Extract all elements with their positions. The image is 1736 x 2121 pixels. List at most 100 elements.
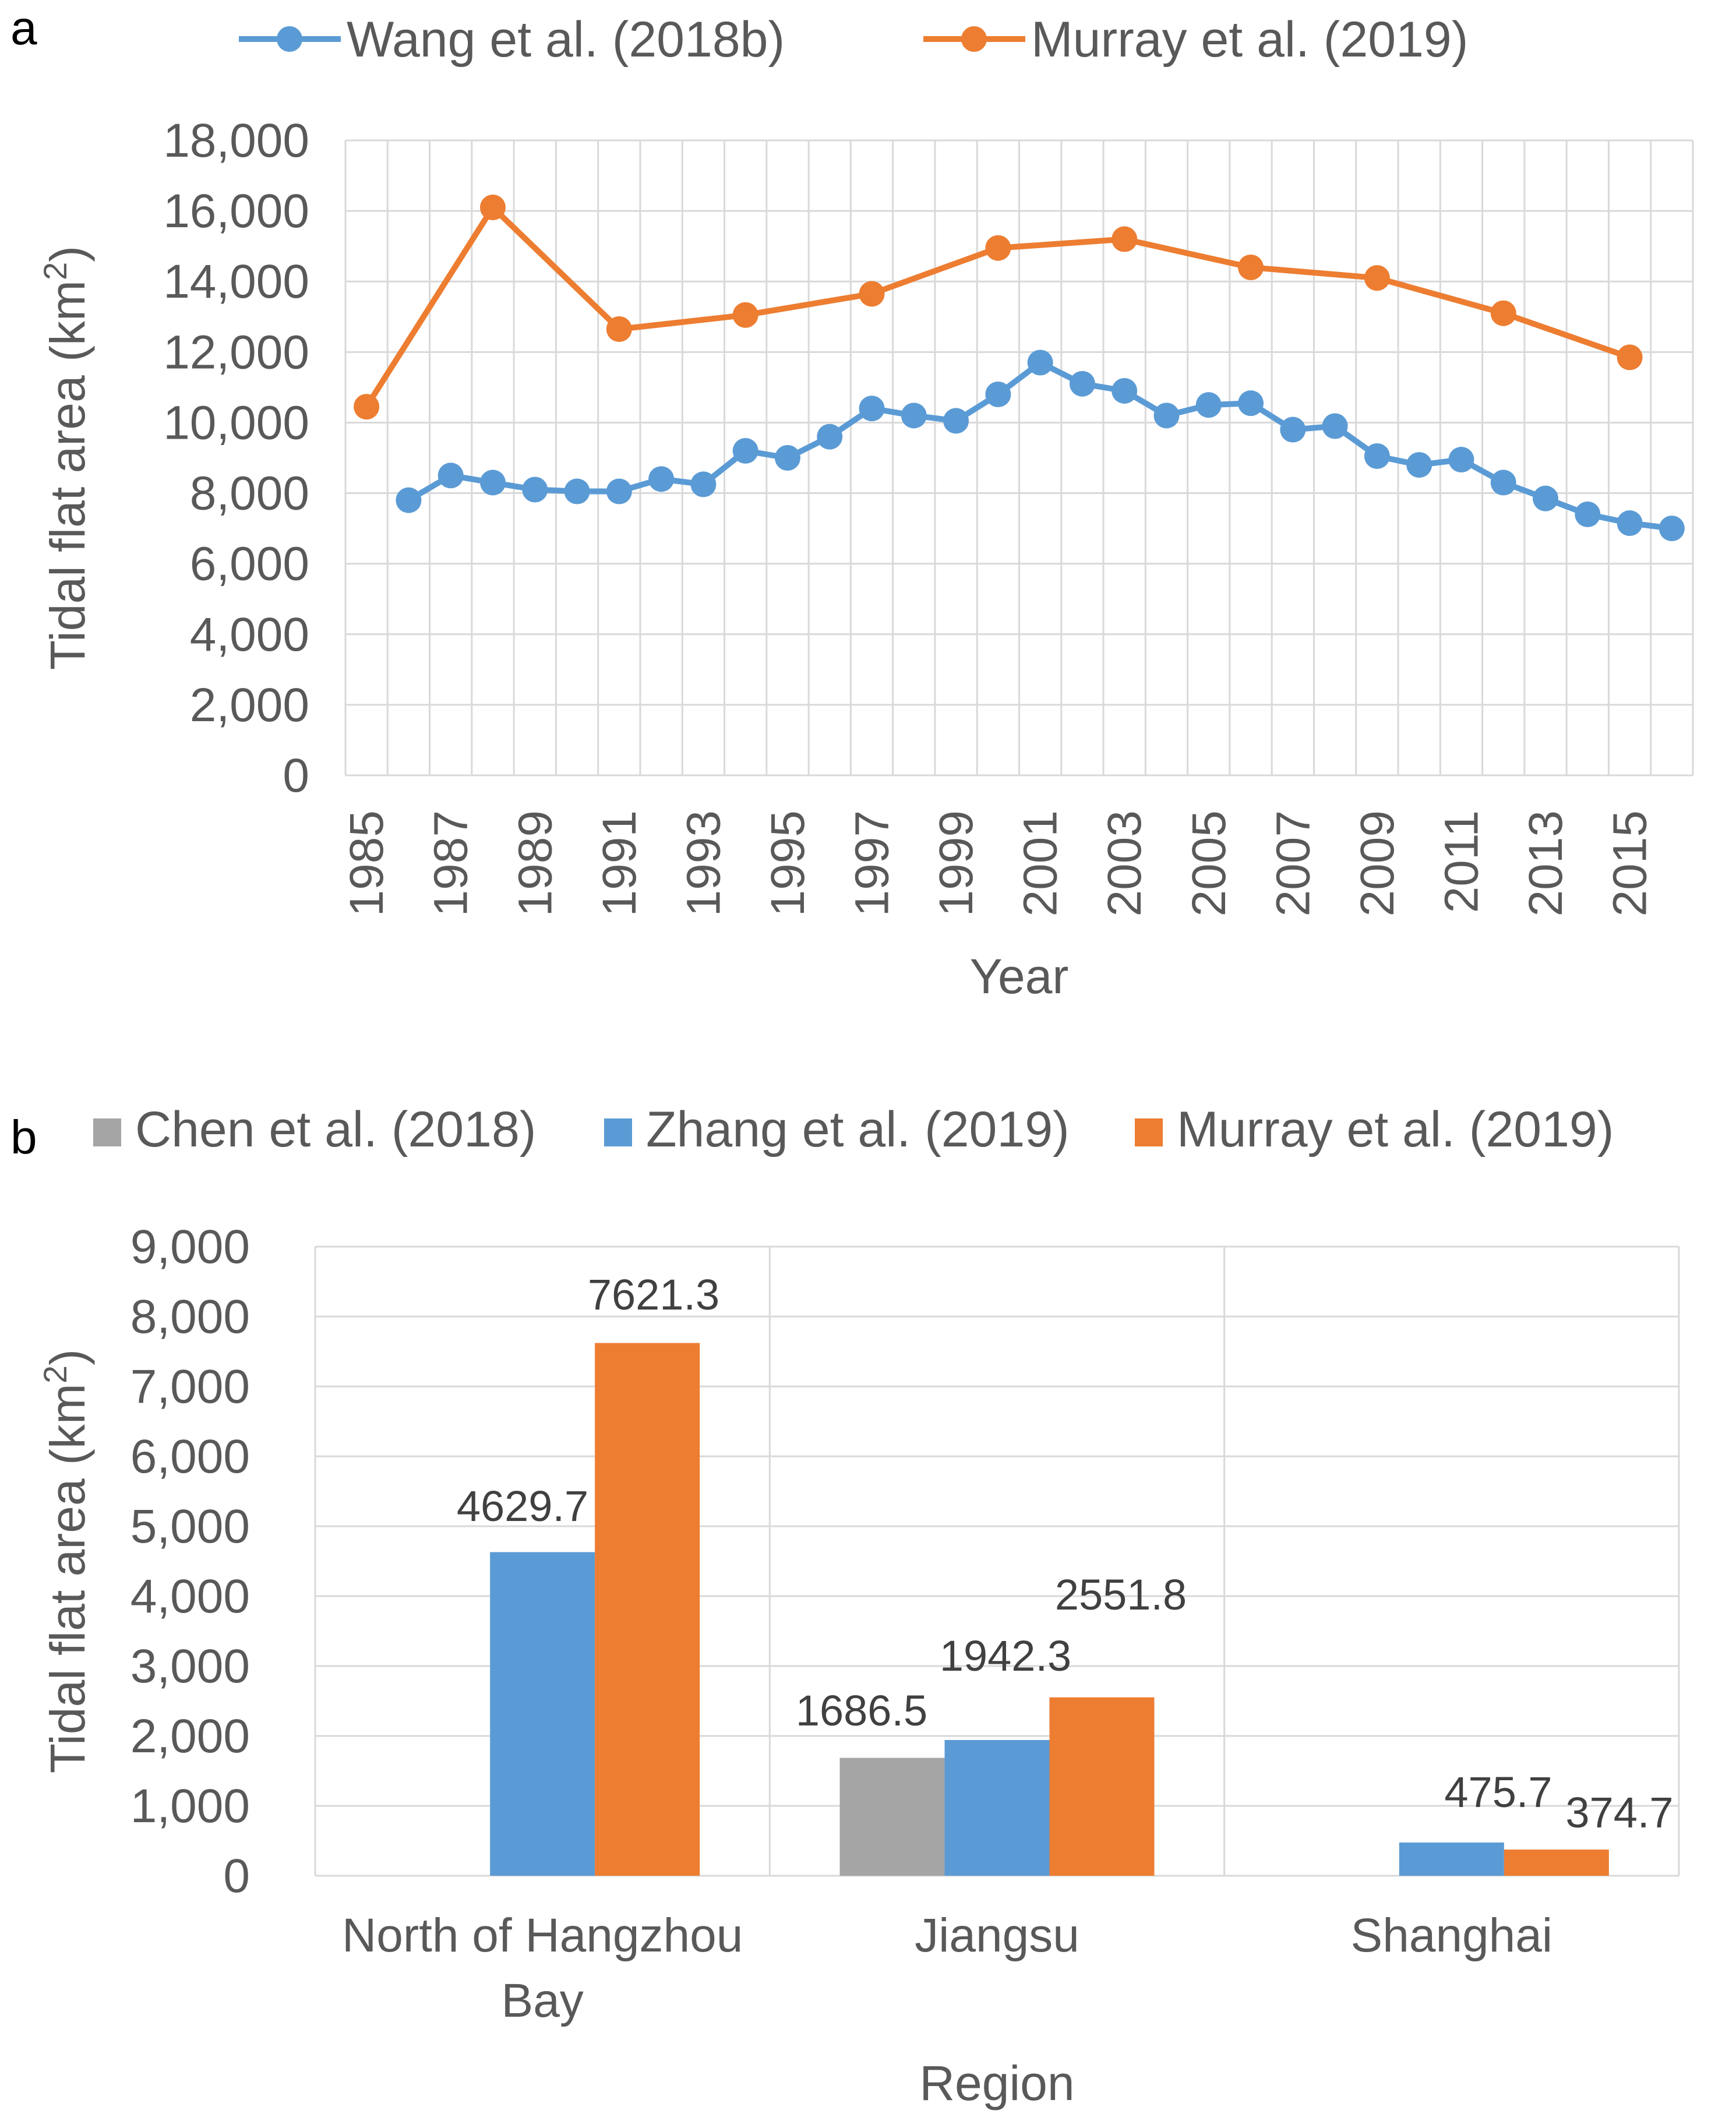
data-point [1490, 470, 1516, 496]
legend-swatch [1135, 1118, 1163, 1146]
x-tick-label: 2013 [1519, 810, 1572, 916]
data-point [1364, 443, 1390, 469]
x-category-label: Shanghai [1351, 1909, 1553, 1962]
x-axis-title: Region [919, 2056, 1074, 2111]
y-tick-label: 3,000 [130, 1640, 250, 1693]
data-point [1448, 447, 1474, 473]
series-0 [396, 350, 1685, 542]
x-tick-label: 1999 [930, 810, 983, 916]
y-axis-title: Tidal flat area (km2) [37, 246, 96, 670]
y-tick-label: 6,000 [130, 1430, 250, 1483]
data-point [1659, 516, 1685, 542]
data-point [606, 478, 632, 504]
legend-item-2: Murray et al. (2019) [1135, 1102, 1614, 1157]
legend-label: Wang et al. (2018b) [347, 12, 785, 68]
y-axis-title: Tidal flat area (km2) [37, 1349, 96, 1773]
y-tick-label: 16,000 [163, 185, 309, 238]
y-tick-label: 2,000 [130, 1710, 250, 1763]
x-tick-label: 2009 [1351, 810, 1404, 916]
y-tick-label: 0 [283, 749, 309, 802]
legend-swatch [93, 1118, 121, 1146]
data-point [564, 478, 590, 504]
x-tick-label: 1991 [593, 810, 646, 916]
x-axis-title: Year [970, 949, 1069, 1004]
data-point [522, 477, 548, 503]
data-point [1617, 344, 1643, 370]
data-point [1195, 392, 1222, 418]
data-point [1490, 300, 1516, 326]
x-category-label: Jiangsu [915, 1909, 1079, 1962]
bar [1399, 1842, 1504, 1876]
data-point [732, 437, 758, 464]
data-point [732, 302, 758, 328]
data-point [1238, 390, 1264, 417]
legend-swatch [604, 1118, 632, 1146]
data-point [1153, 403, 1180, 429]
y-tick-label: 0 [223, 1850, 250, 1903]
data-point [1280, 417, 1306, 443]
data-point [1238, 255, 1264, 280]
y-tick-label: 8,000 [130, 1290, 250, 1343]
data-point [396, 487, 422, 513]
data-point [479, 195, 506, 221]
data-point [1112, 377, 1138, 404]
bar [839, 1757, 945, 1876]
data-point [859, 396, 885, 422]
panel-b-bar-chart: b 0 1,000 2,000 3,000 4,000 5,000 6,000 7,000 8,… [10, 1102, 1680, 2111]
data-point [479, 470, 506, 496]
bar [944, 1739, 1050, 1876]
legend-label: Chen et al. (2018) [135, 1102, 536, 1157]
y-tick-label: 4,000 [190, 608, 309, 661]
y-tick-label: 18,000 [163, 114, 309, 167]
x-tick-label: 2011 [1435, 810, 1488, 913]
legend-label: Murray et al. (2019) [1177, 1102, 1614, 1157]
data-label: 4629.7 [457, 1482, 588, 1530]
y-tick-label: 8,000 [190, 467, 309, 520]
data-point [1533, 485, 1559, 511]
x-tick-label: 2015 [1604, 810, 1657, 916]
data-point [985, 382, 1011, 407]
legend-label: Murray et al. (2019) [1031, 12, 1468, 68]
bar [595, 1343, 700, 1876]
panel-a-line-chart: a 0 2,000 4,000 6,000 8,000 10,000 12,000 14,00… [10, 2, 1694, 1004]
data-point [606, 316, 632, 342]
y-tick-label: 2,000 [190, 679, 309, 732]
panel-a-letter: a [10, 2, 37, 55]
data-point [437, 463, 464, 489]
panel-b-letter: b [10, 1111, 37, 1164]
data-point [1617, 510, 1643, 537]
data-point [1575, 501, 1601, 527]
y-tick-label: 6,000 [190, 538, 309, 591]
legend-label: Zhang et al. (2019) [646, 1102, 1070, 1157]
data-point [1112, 226, 1138, 252]
bar [490, 1552, 595, 1876]
y-tick-label: 10,000 [163, 396, 309, 449]
legend-marker [961, 26, 987, 52]
x-tick-label: 1993 [677, 810, 730, 916]
data-point [354, 394, 380, 420]
data-point [1322, 413, 1348, 439]
data-point [817, 424, 843, 450]
data-point [648, 466, 675, 492]
bar [1049, 1697, 1155, 1876]
legend-item-1: Murray et al. (2019) [923, 12, 1468, 68]
x-category-label: North of Hangzhou Bay [342, 1909, 743, 2027]
x-tick-label: 2003 [1098, 810, 1151, 916]
x-tick-label: 1987 [425, 810, 478, 916]
data-point [901, 403, 927, 429]
y-tick-label: 5,000 [130, 1500, 250, 1553]
legend-marker [277, 26, 302, 52]
y-tick-label: 9,000 [130, 1220, 250, 1273]
legend-item-0: Chen et al. (2018) [93, 1102, 536, 1157]
data-point [1406, 452, 1432, 478]
x-tick-label: 1985 [340, 810, 393, 916]
legend-item-1: Zhang et al. (2019) [604, 1102, 1070, 1157]
legend-item-0: Wang et al. (2018b) [239, 12, 785, 68]
data-point [985, 235, 1011, 261]
data-label: 374.7 [1565, 1788, 1673, 1837]
x-tick-label: 1997 [846, 810, 899, 916]
data-label: 1942.3 [940, 1632, 1071, 1680]
data-point [859, 281, 885, 307]
y-tick-label: 7,000 [130, 1360, 250, 1413]
